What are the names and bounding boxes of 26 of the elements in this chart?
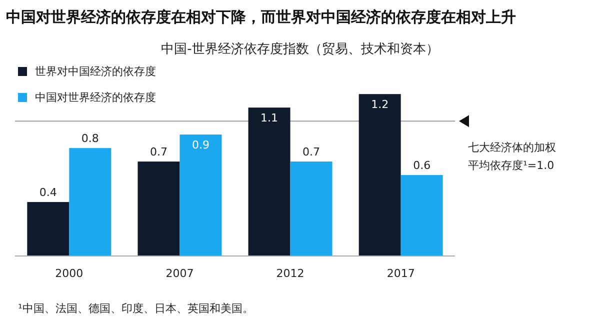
ref-line-label: 七大经济体的加权平均依存度¹=1.0	[468, 141, 556, 172]
bar	[248, 108, 290, 256]
data-label: 0.4	[39, 186, 57, 200]
data-label: 0.8	[81, 132, 99, 146]
x-tick-label: 2000	[55, 267, 84, 280]
chart-subtitle: 中国-世界经济依存度指数（贸易、技术和资本）	[161, 41, 439, 57]
bar	[180, 134, 222, 256]
data-label: 0.7	[150, 146, 168, 159]
bar	[69, 148, 112, 256]
bar	[358, 94, 401, 256]
x-tick-label: 2012	[276, 267, 304, 280]
x-tick-label: 2007	[166, 267, 194, 280]
bar	[27, 202, 70, 256]
text: ¹中国、法国、德国、印度、日本、英国和美国。	[18, 302, 254, 315]
legend-label: 中国对世界经济的依存度	[35, 91, 156, 104]
chart-title: 中国对世界经济的依存度在相对下降，而世界对中国经济的依存度在相对上升	[6, 8, 516, 26]
x-tick-label: 2017	[386, 267, 415, 280]
legend-label: 世界对中国经济的依存度	[35, 65, 156, 78]
bar	[290, 162, 332, 256]
bar	[400, 175, 443, 256]
data-label: 1.1	[260, 112, 278, 125]
data-label: 1.2	[371, 98, 389, 112]
data-label: 0.9	[192, 138, 210, 152]
data-label: 0.6	[413, 159, 431, 172]
data-label: 0.7	[302, 146, 320, 159]
bar	[138, 162, 180, 256]
